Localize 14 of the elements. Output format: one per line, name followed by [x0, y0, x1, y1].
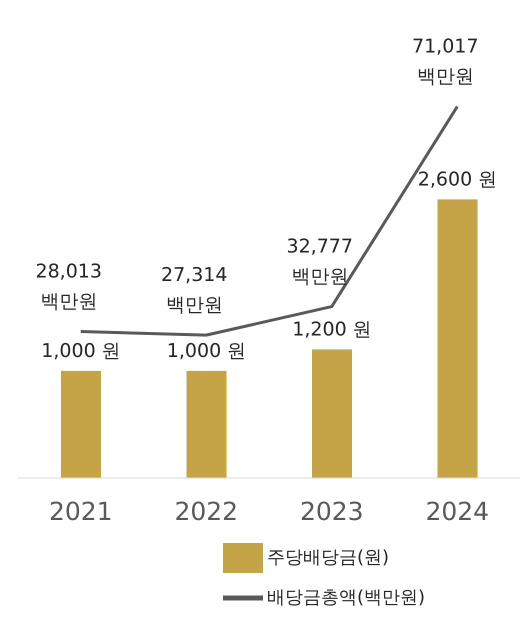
- x-tick-label: 2021: [48, 496, 113, 526]
- data-label: 27,314 백만원: [161, 264, 228, 316]
- x-tick-label: 2024: [425, 496, 490, 526]
- data-label: 71,017 백만원: [412, 36, 478, 88]
- data-label: 1,200 원: [292, 318, 372, 340]
- x-tick-label: 2023: [300, 496, 364, 526]
- data-label: 2,600 원: [418, 168, 498, 190]
- x-tick-label: 2022: [174, 496, 238, 526]
- data-label: 32,777 백만원: [286, 236, 353, 288]
- data-label: 1,000 원: [41, 340, 121, 362]
- legend-label: 주당배당금(원): [266, 546, 390, 568]
- data-label: 1,000 원: [166, 340, 246, 362]
- legend-label: 배당금총액(백만원): [266, 586, 426, 608]
- data-label: 28,013 백만원: [36, 260, 102, 312]
